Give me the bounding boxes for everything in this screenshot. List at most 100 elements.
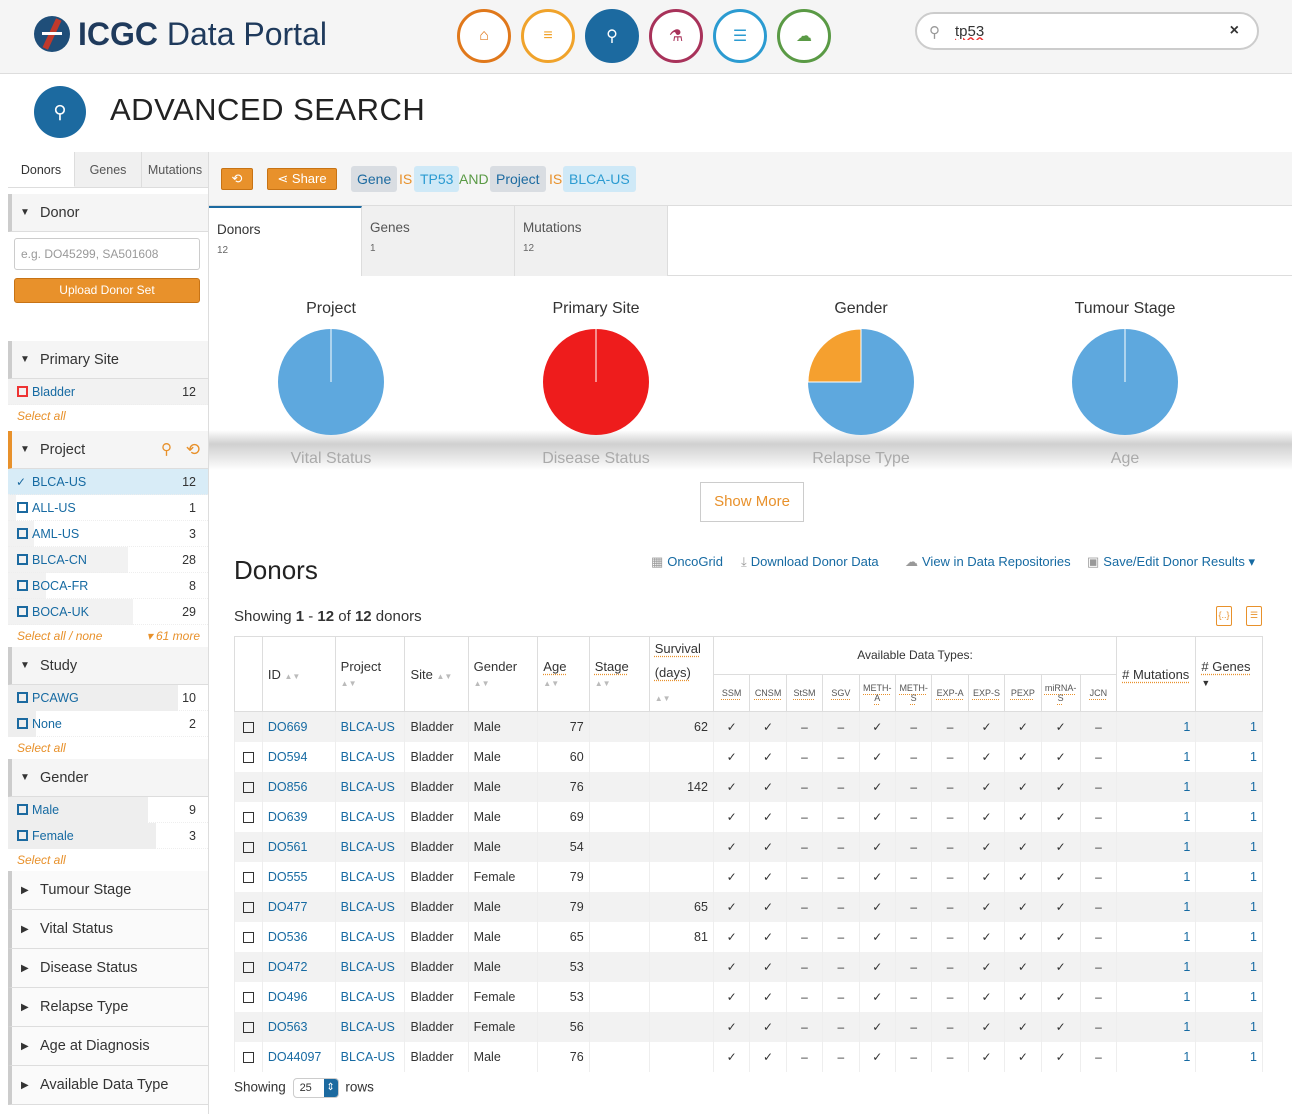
pie-chart-tumour-stage[interactable] (1071, 328, 1179, 436)
show-more-button[interactable]: Show More (700, 482, 804, 522)
facet-disease-status[interactable]: ▶ Disease Status (8, 949, 208, 988)
project-link[interactable]: BLCA-US (340, 959, 395, 974)
facet-item-blca-us[interactable]: ✓ BLCA-US 12 (8, 469, 208, 495)
pie-slice-female[interactable] (807, 328, 862, 383)
checkbox[interactable] (17, 830, 28, 841)
select-all-link[interactable]: Select all (17, 409, 66, 423)
genes-count-link[interactable]: 1 (1250, 839, 1257, 854)
project-link[interactable]: BLCA-US (340, 809, 395, 824)
table-row[interactable]: DO856 BLCA-US Bladder Male 76 142 ✓ ✓ – – ✓ – – ✓ ✓ ✓ –1… (234, 771, 1263, 802)
nav-database-button[interactable]: ☰ (713, 9, 767, 63)
col-id[interactable]: ID ▲▼ (261, 636, 336, 712)
genes-count-link[interactable]: 1 (1250, 989, 1257, 1004)
more-link[interactable]: ▾ 61 more (146, 629, 200, 643)
facet-item-blca-cn[interactable]: BLCA-CN 28 (8, 547, 208, 573)
col-datatype-mirna-s[interactable]: miRNA-S (1040, 673, 1081, 712)
col-age[interactable]: Age ▲▼ (537, 636, 590, 712)
reset-icon[interactable]: ⟲ (185, 440, 200, 459)
nav-flask-button[interactable]: ⚗ (649, 9, 703, 63)
select-all-label[interactable]: Select all / none (17, 629, 103, 643)
donor-id-link[interactable]: DO536 (267, 929, 308, 944)
checkbox[interactable] (17, 386, 28, 397)
mutations-count-link[interactable]: 1 (1183, 929, 1191, 944)
mutations-count-link[interactable]: 1 (1183, 719, 1191, 734)
checkbox[interactable] (17, 606, 28, 617)
facet-donor[interactable]: ▼ Donor (8, 194, 208, 232)
mutations-count-link[interactable]: 1 (1183, 1049, 1191, 1064)
nav-home-button[interactable]: ⌂ (457, 9, 511, 63)
search-icon[interactable]: ⚲ (161, 441, 172, 458)
row-checkbox[interactable] (242, 901, 254, 913)
project-link[interactable]: BLCA-US (340, 1049, 395, 1064)
download-donor-data-link[interactable]: ⤓ Download Donor Data (741, 554, 879, 570)
col-datatype-pexp[interactable]: PEXP (1004, 673, 1042, 712)
facet-study[interactable]: ▼ Study (8, 647, 208, 685)
mutations-count-link[interactable]: 1 (1183, 779, 1191, 794)
mutations-count-link[interactable]: 1 (1183, 869, 1191, 884)
table-row[interactable]: DO555 BLCA-US Bladder Female 79 ✓ ✓ – – ✓ – – ✓ ✓ ✓ –1 1 (234, 861, 1263, 892)
facet-item-boca-uk[interactable]: BOCA-UK 29 (8, 599, 208, 625)
select-all-none-link[interactable]: Select all / none ▾ 61 more (8, 625, 208, 647)
table-row[interactable]: DO44097 BLCA-US Bladder Male 76 ✓ ✓ – – ✓ – – ✓ ✓ ✓ –1 1 (234, 1041, 1263, 1072)
checkbox[interactable] (17, 528, 28, 539)
nav-search-button[interactable]: ⚲ (585, 9, 639, 63)
table-row[interactable]: DO536 BLCA-US Bladder Male 65 81 ✓ ✓ – – ✓ – – ✓ ✓ ✓ –1 1 (234, 921, 1263, 952)
donor-id-link[interactable]: DO555 (267, 869, 308, 884)
save-edit-donor-results-link[interactable]: ▣ Save/Edit Donor Results ▾ (1087, 554, 1255, 570)
select-all-link[interactable]: Select all (17, 853, 66, 867)
row-checkbox[interactable] (242, 1021, 254, 1033)
pie-chart-project[interactable] (277, 328, 385, 436)
genes-count-link[interactable]: 1 (1250, 899, 1257, 914)
pie-chart-gender[interactable] (807, 328, 915, 436)
row-checkbox[interactable] (242, 841, 254, 853)
mutations-count-link[interactable]: 1 (1183, 899, 1191, 914)
col-datatype-stsm[interactable]: StSM (785, 673, 824, 712)
pie-chart-primary-site[interactable] (542, 328, 650, 436)
global-search[interactable]: ⚲ × (915, 12, 1259, 50)
col-datatype-meth-a[interactable]: METH-A (858, 673, 896, 712)
table-row[interactable]: DO669 BLCA-US Bladder Male 77 62 ✓ ✓ – – ✓ – – ✓ ✓ ✓ –1 1 (234, 711, 1263, 742)
facet-gender[interactable]: ▼ Gender (8, 759, 208, 797)
checkbox[interactable] (17, 692, 28, 703)
checkbox[interactable] (17, 554, 28, 565)
search-input[interactable] (955, 21, 1215, 41)
col-datatype-jcn[interactable]: JCN (1079, 673, 1118, 712)
col-genes[interactable]: # Genes ▼ (1195, 636, 1263, 712)
col-stage[interactable]: Stage ▲▼ (588, 636, 650, 712)
tab-genes[interactable]: Genes (75, 152, 142, 187)
nav-cloud-download-button[interactable]: ☁ (777, 9, 831, 63)
genes-count-link[interactable]: 1 (1250, 749, 1257, 764)
export-json-icon[interactable]: {..} (1216, 606, 1232, 626)
facet-available-data-type[interactable]: ▶ Available Data Type (8, 1066, 208, 1105)
table-row[interactable]: DO563 BLCA-US Bladder Female 56 ✓ ✓ – – ✓ – – ✓ ✓ ✓ –1 1 (234, 1011, 1263, 1042)
query-value-blca-us[interactable]: BLCA-US (563, 166, 636, 192)
mutations-count-link[interactable]: 1 (1183, 749, 1191, 764)
checkbox[interactable] (17, 804, 28, 815)
row-checkbox[interactable] (242, 721, 254, 733)
project-link[interactable]: BLCA-US (340, 779, 395, 794)
mutations-count-link[interactable]: 1 (1183, 959, 1191, 974)
query-field-project[interactable]: Project (490, 166, 546, 192)
nav-menu-button[interactable]: ≡ (521, 9, 575, 63)
donor-id-input[interactable]: e.g. DO45299, SA501608 (14, 238, 200, 270)
facet-item-female[interactable]: Female 3 (8, 823, 208, 849)
facet-age-at-diagnosis[interactable]: ▶ Age at Diagnosis (8, 1027, 208, 1066)
query-value-tp53[interactable]: TP53 (414, 166, 460, 192)
project-link[interactable]: BLCA-US (340, 719, 395, 734)
facet-item-pcawg[interactable]: PCAWG 10 (8, 685, 208, 711)
col-datatype-exp-a[interactable]: EXP-A (931, 673, 969, 712)
donor-id-link[interactable]: DO472 (267, 959, 308, 974)
project-link[interactable]: BLCA-US (340, 749, 395, 764)
facet-item-none[interactable]: None 2 (8, 711, 208, 737)
facet-item-bladder[interactable]: Bladder 12 (8, 379, 208, 405)
row-checkbox[interactable] (242, 871, 254, 883)
mutations-count-link[interactable]: 1 (1183, 809, 1191, 824)
view-repositories-link[interactable]: ☁ View in Data Repositories (905, 554, 1071, 570)
row-checkbox[interactable] (242, 751, 254, 763)
result-tab-donors[interactable]: Donors 12 (209, 206, 362, 276)
project-link[interactable]: BLCA-US (340, 899, 395, 914)
col-datatype-cnsm[interactable]: CNSM (749, 673, 787, 712)
checkbox[interactable] (17, 580, 28, 591)
donor-id-link[interactable]: DO496 (267, 989, 308, 1004)
donor-id-link[interactable]: DO639 (267, 809, 308, 824)
